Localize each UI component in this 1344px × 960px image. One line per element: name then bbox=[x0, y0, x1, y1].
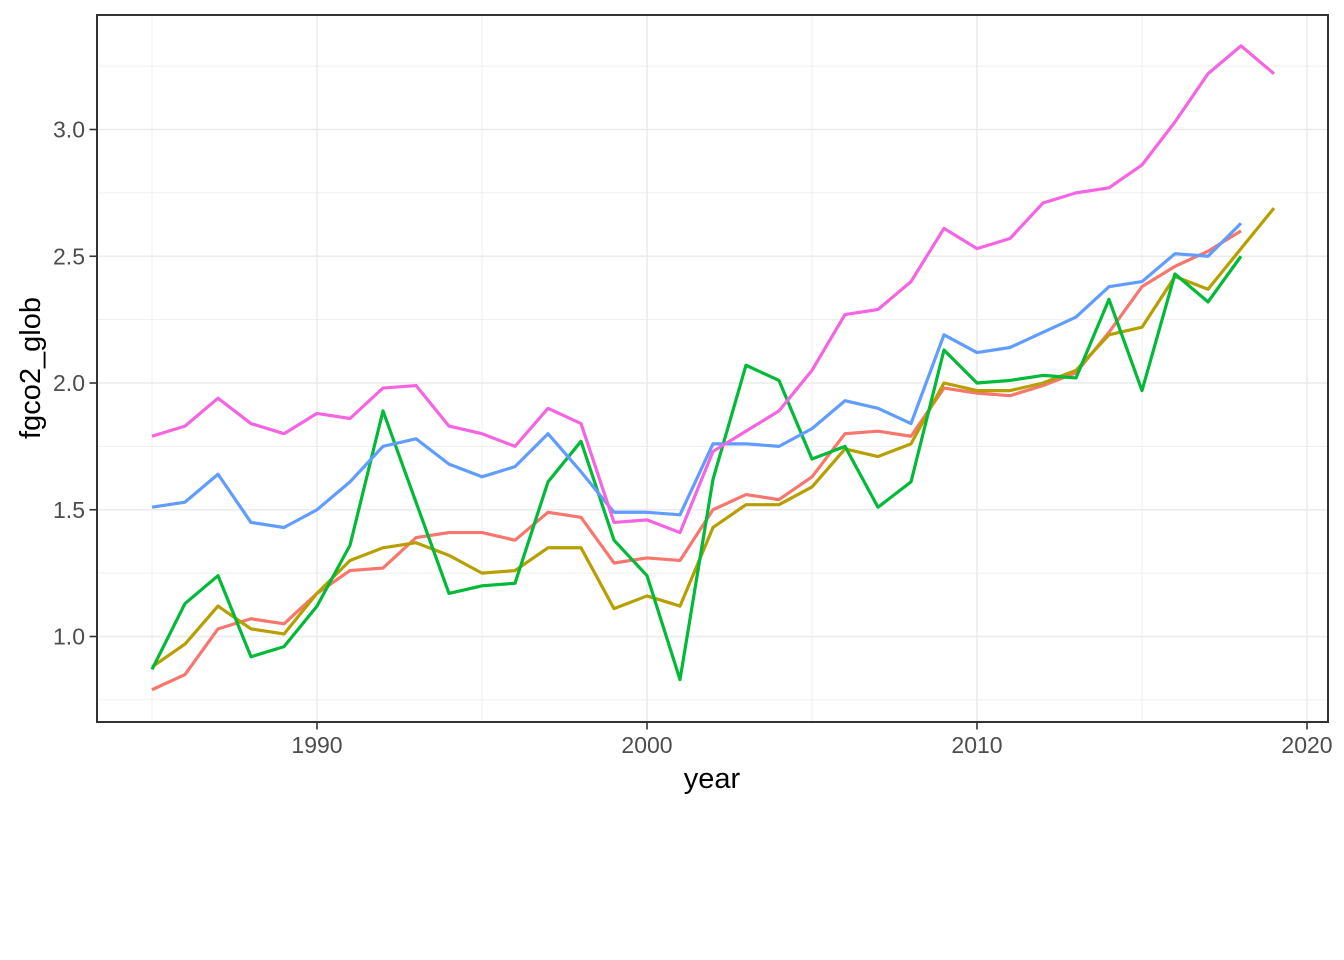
y-tick-label: 1.0 bbox=[53, 624, 85, 650]
y-axis-title: fgco2_glob bbox=[15, 297, 47, 439]
axis-tick-marks bbox=[89, 128, 1308, 730]
x-tick-label: 2020 bbox=[1281, 732, 1332, 758]
series-lines bbox=[150, 44, 1276, 692]
x-tick-label: 2000 bbox=[621, 732, 672, 758]
plot-canvas: 1990 2000 2010 2020 1.0 1.5 2.0 2.5 3.0 year fg… bbox=[15, 14, 1333, 795]
x-axis-title: year bbox=[684, 763, 741, 795]
series-line-CMEMS-LSCE-FFNN_v20210709 bbox=[151, 229, 1242, 692]
y-axis-tick-labels: 1.0 1.5 2.0 2.5 3.0 bbox=[53, 117, 85, 650]
legend: product CMEMS-LSCE-FFNN_v20210709 CSIRML… bbox=[0, 830, 1344, 960]
grid-major-lines bbox=[97, 15, 1328, 722]
y-tick-label: 3.0 bbox=[53, 117, 85, 143]
y-tick-label: 1.5 bbox=[53, 497, 85, 523]
x-axis-tick-labels: 1990 2000 2010 2020 bbox=[291, 732, 1332, 758]
series-line-OceanSODAETHZ_v20211207 bbox=[151, 222, 1243, 530]
grid-minor-lines bbox=[97, 15, 1328, 722]
y-tick-label: 2.5 bbox=[53, 243, 85, 269]
x-tick-label: 1990 bbox=[291, 732, 342, 758]
y-tick-label: 2.0 bbox=[53, 370, 85, 396]
x-tick-label: 2010 bbox=[951, 732, 1002, 758]
series-line-UOEX_Wat20_1985_2019_v202112 bbox=[151, 44, 1276, 535]
series-line-JenaMLS_v20211126 bbox=[150, 255, 1243, 682]
series-line-CSIRML6_v20211117 bbox=[151, 207, 1276, 669]
panel-border bbox=[96, 14, 1329, 723]
